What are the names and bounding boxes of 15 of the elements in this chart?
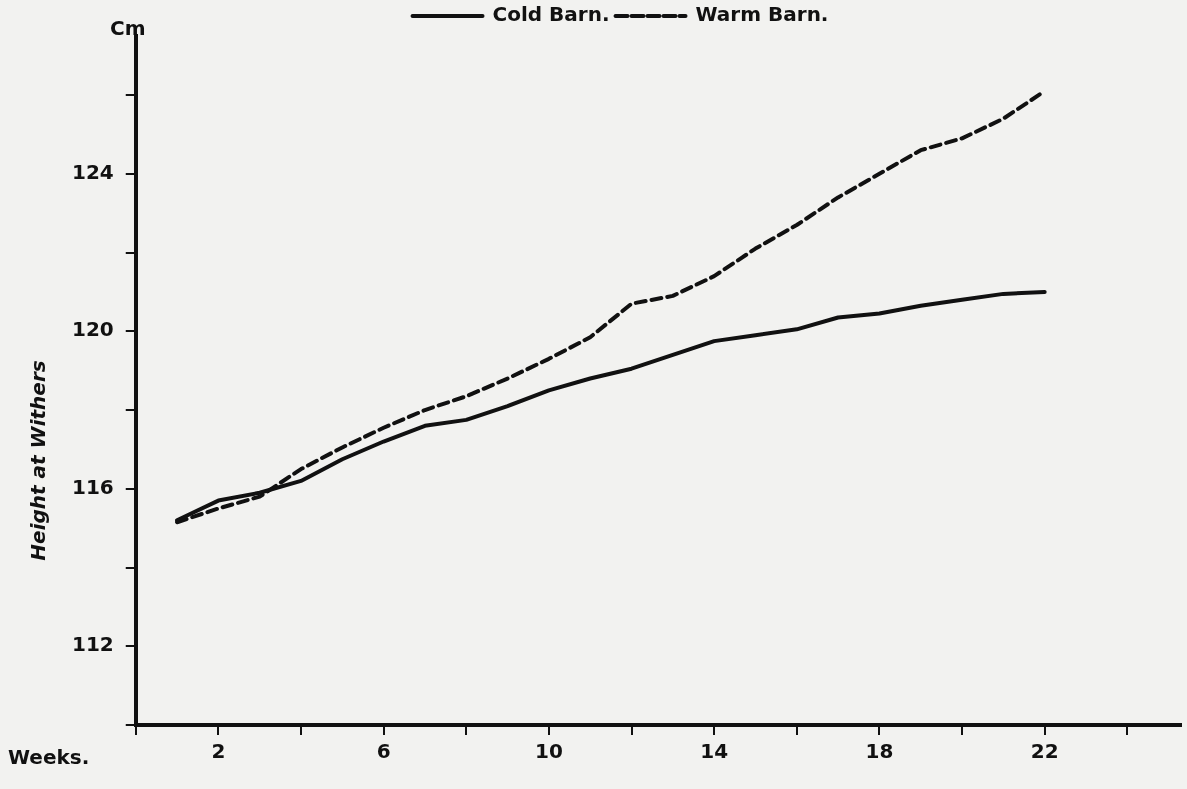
y-tick-label: 112 [72, 632, 114, 657]
x-tick-label: 14 [700, 739, 729, 764]
y-axis-title: Height at Withers [26, 360, 51, 561]
annotation: Cm [110, 16, 146, 41]
x-tick-label: 2 [211, 739, 226, 764]
y-tick-label: 120 [72, 317, 114, 342]
x-tick-label: 18 [865, 739, 894, 764]
x-tick-label: 10 [534, 739, 563, 764]
y-tick-label: 116 [72, 474, 114, 499]
legend-label: Warm Barn. [695, 2, 829, 27]
x-tick-label: 22 [1030, 739, 1059, 764]
y-tick-label: 124 [72, 160, 114, 184]
legend-label: Cold Barn. [492, 2, 610, 27]
x-tick-label: 6 [376, 739, 391, 764]
x-axis-title: Weeks. [8, 745, 90, 770]
